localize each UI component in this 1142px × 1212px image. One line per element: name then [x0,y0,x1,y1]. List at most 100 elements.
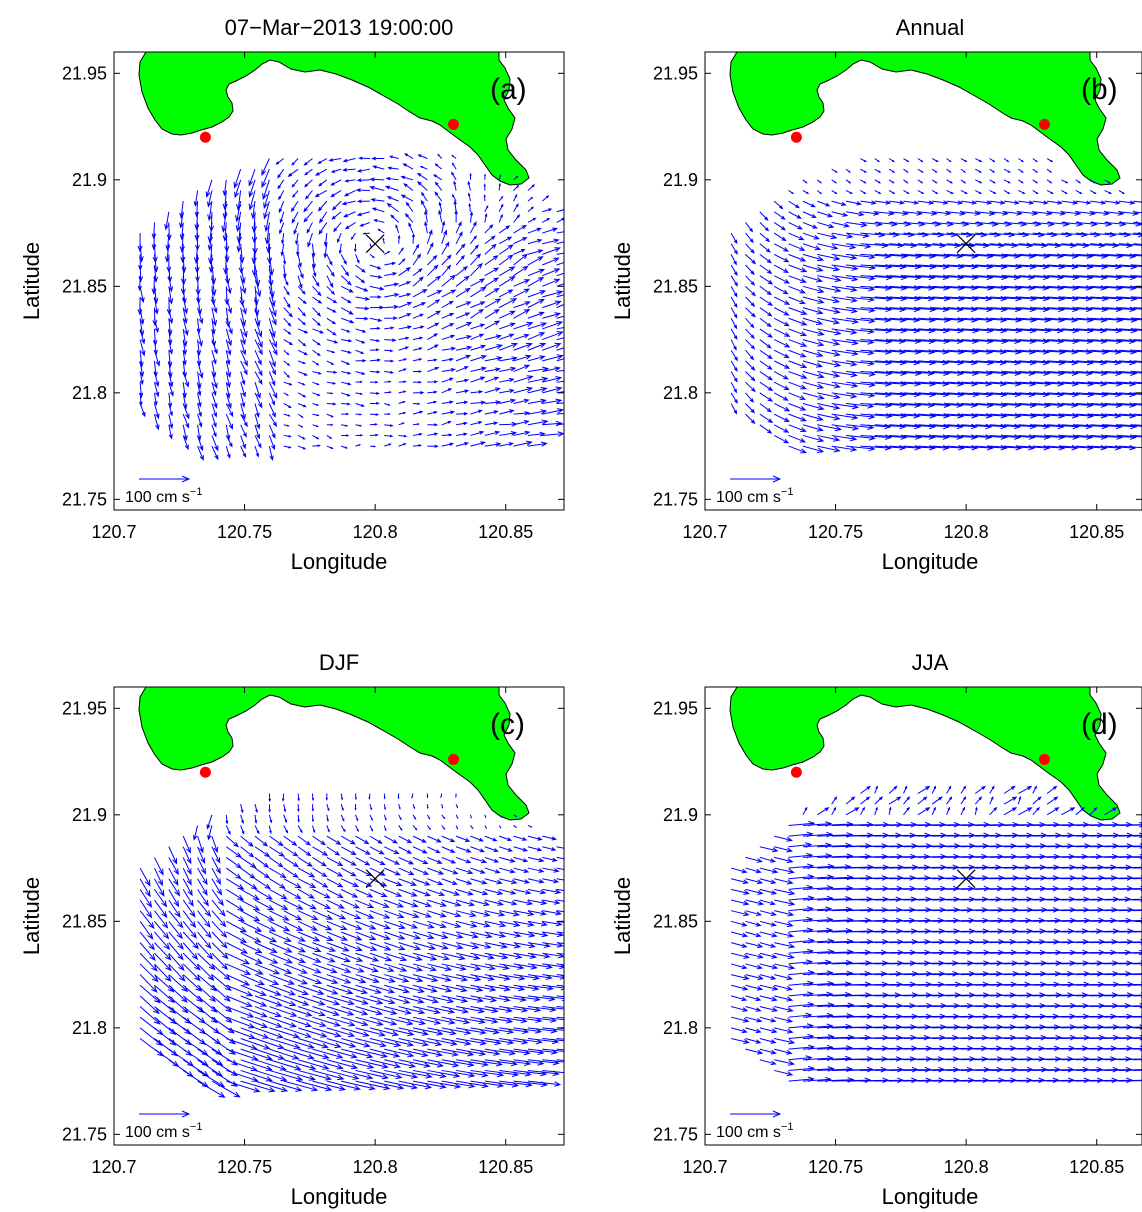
velocity-arrow [168,1027,192,1046]
velocity-arrow [384,878,403,887]
velocity-arrow [269,846,286,857]
velocity-arrow [152,307,158,327]
velocity-arrow [730,888,750,895]
velocity-arrow [412,347,423,351]
velocity-arrow [542,342,562,351]
velocity-arrow [1018,168,1024,173]
velocity-arrow [773,339,791,348]
velocity-arrow [1032,434,1066,440]
velocity-arrow [369,952,393,962]
velocity-arrow [556,241,564,245]
velocity-arrow [788,360,808,369]
velocity-arrow [759,403,772,413]
velocity-arrow [281,793,285,802]
velocity-arrow [326,931,349,941]
velocity-arrow [484,212,488,223]
y-tick-label: 21.8 [663,383,698,403]
velocity-arrow [225,350,231,366]
velocity-arrow [527,441,548,447]
velocity-arrow [499,910,521,917]
velocity-arrow [1118,296,1142,299]
velocity-arrow [312,846,329,856]
velocity-arrow [946,168,952,173]
velocity-arrow [197,974,218,992]
velocity-arrow [340,899,361,909]
velocity-arrow [240,371,246,386]
velocity-arrow [337,232,342,244]
velocity-arrow [989,317,1023,323]
velocity-arrow [326,349,336,354]
velocity-arrow [314,168,328,176]
velocity-arrow [1061,295,1093,302]
velocity-arrow [326,381,337,385]
x-tick-label: 120.75 [808,1157,863,1177]
velocity-arrow [1104,295,1138,302]
velocity-arrow [139,910,155,930]
velocity-arrow [355,254,360,264]
velocity-arrow [470,899,490,907]
velocity-arrow [960,253,994,259]
velocity-arrow [889,423,922,430]
velocity-arrow [154,1006,178,1025]
velocity-arrow [874,349,907,355]
velocity-arrow [340,888,359,898]
velocity-arrow [989,253,1022,259]
velocity-arrow [356,199,370,204]
y-tick-label: 21.8 [663,1018,698,1038]
velocity-arrow [730,974,750,981]
velocity-arrow [556,899,564,902]
velocity-arrow [403,183,414,191]
velocity-arrow [513,249,526,255]
velocity-arrow [384,349,394,353]
velocity-arrow [730,920,748,927]
velocity-arrow [975,359,1007,366]
velocity-arrow [556,327,564,330]
velocity-arrow [975,381,1008,387]
velocity-arrow [1104,444,1137,451]
velocity-arrow [1032,402,1065,408]
velocity-arrow [917,190,925,195]
velocity-arrow [484,825,487,830]
velocity-arrow [745,296,756,308]
velocity-arrow [455,910,477,918]
velocity-arrow [398,920,419,929]
velocity-arrow [269,888,288,900]
velocity-arrow [168,952,185,971]
velocity-arrow [802,424,824,432]
velocity-arrow [542,920,563,927]
velocity-arrow [817,264,841,272]
velocity-arrow [745,381,756,393]
velocity-arrow [1032,179,1039,184]
velocity-arrow [384,952,408,962]
velocity-arrow [196,371,202,390]
velocity-arrow [211,424,217,438]
velocity-arrow [960,338,995,345]
velocity-arrow [1090,370,1123,376]
velocity-arrow [946,274,980,281]
velocity-arrow [137,233,143,253]
velocity-arrow [1003,168,1011,173]
velocity-arrow [759,360,773,370]
velocity-arrow [355,1059,389,1069]
velocity-arrow [484,974,511,981]
velocity-arrow [1061,306,1093,313]
velocity-arrow [960,190,968,195]
velocity-arrow [730,307,738,319]
velocity-arrow [441,825,446,830]
velocity-arrow [355,444,362,447]
velocity-arrow [456,1006,485,1014]
velocity-arrow [1003,327,1037,334]
velocity-arrow [153,360,158,378]
velocity-arrow [240,1059,273,1071]
velocity-arrow [207,825,213,841]
velocity-arrow [527,835,543,841]
velocity-arrow [254,888,273,900]
velocity-arrow [932,295,966,302]
velocity-arrow [903,327,936,334]
velocity-arrow [326,317,337,325]
velocity-arrow [542,398,563,404]
velocity-arrow [390,214,399,223]
velocity-arrow [226,910,246,922]
velocity-arrow [917,158,924,163]
velocity-arrow [426,793,429,799]
